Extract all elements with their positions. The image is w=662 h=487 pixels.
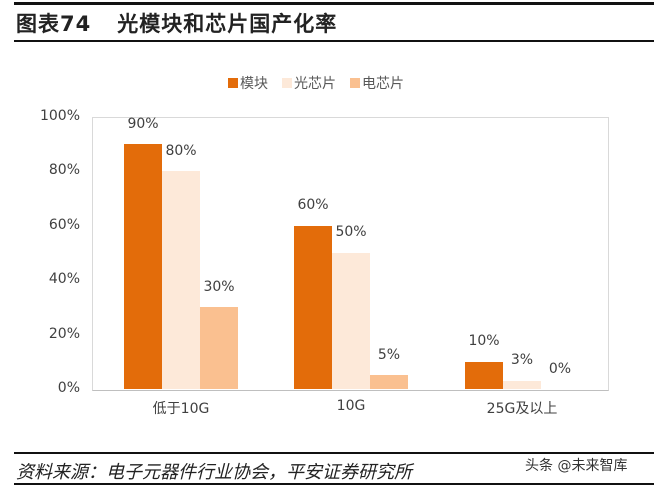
chart-legend: 模块 光芯片 电芯片: [228, 73, 404, 93]
value-label: 80%: [165, 143, 197, 159]
legend-item-module: 模块: [228, 73, 268, 93]
plot-area: [92, 117, 609, 391]
bar-electrical-chip-10g: [370, 375, 408, 389]
legend-label: 光芯片: [294, 76, 336, 92]
y-tick: 0%: [57, 380, 80, 396]
figure-title-text: 光模块和芯片国产化率: [117, 12, 338, 36]
legend-swatch-module: [228, 78, 238, 88]
value-label: 50%: [335, 224, 367, 240]
bar-optical-chip-25g-plus: [503, 381, 541, 389]
source-note: 资料来源：电子元器件行业协会，平安证券研究所: [16, 462, 412, 483]
bar-optical-chip-10g: [332, 253, 370, 389]
y-tick: 20%: [48, 326, 80, 342]
x-tick-label: 10G: [336, 398, 366, 414]
source-top-rule: [14, 452, 654, 454]
bar-optical-chip-below-10g: [162, 171, 200, 389]
top-rule: [14, 2, 654, 5]
figure-number: 图表74: [16, 12, 92, 36]
y-tick: 40%: [48, 271, 80, 287]
bar-module-10g: [294, 226, 332, 389]
y-tick: 100%: [39, 108, 80, 124]
legend-label: 电芯片: [362, 76, 404, 92]
value-label: 0%: [548, 361, 572, 377]
legend-item-electrical-chip: 电芯片: [350, 73, 404, 93]
value-label: 90%: [127, 116, 159, 132]
bar-electrical-chip-below-10g: [200, 307, 238, 389]
y-tick: 80%: [48, 162, 80, 178]
value-label: 5%: [377, 347, 401, 363]
x-tick-label: 低于10G: [152, 401, 210, 417]
value-label: 10%: [468, 333, 500, 349]
figure-title: 图表74 光模块和芯片国产化率: [16, 8, 337, 38]
value-label: 3%: [510, 352, 534, 368]
bar-module-25g-plus: [465, 362, 503, 389]
value-label: 60%: [297, 197, 329, 213]
y-tick: 60%: [48, 217, 80, 233]
legend-swatch-electrical-chip: [350, 78, 360, 88]
x-tick-label: 25G及以上: [486, 401, 558, 417]
legend-swatch-optical-chip: [282, 78, 292, 88]
bar-module-below-10g: [124, 144, 162, 389]
legend-label: 模块: [240, 76, 268, 92]
value-label: 30%: [203, 279, 235, 295]
watermark: 头条 @未来智库: [525, 458, 628, 474]
legend-item-optical-chip: 光芯片: [282, 73, 336, 93]
title-underline: [14, 40, 654, 42]
source-bottom-rule: [14, 483, 654, 485]
